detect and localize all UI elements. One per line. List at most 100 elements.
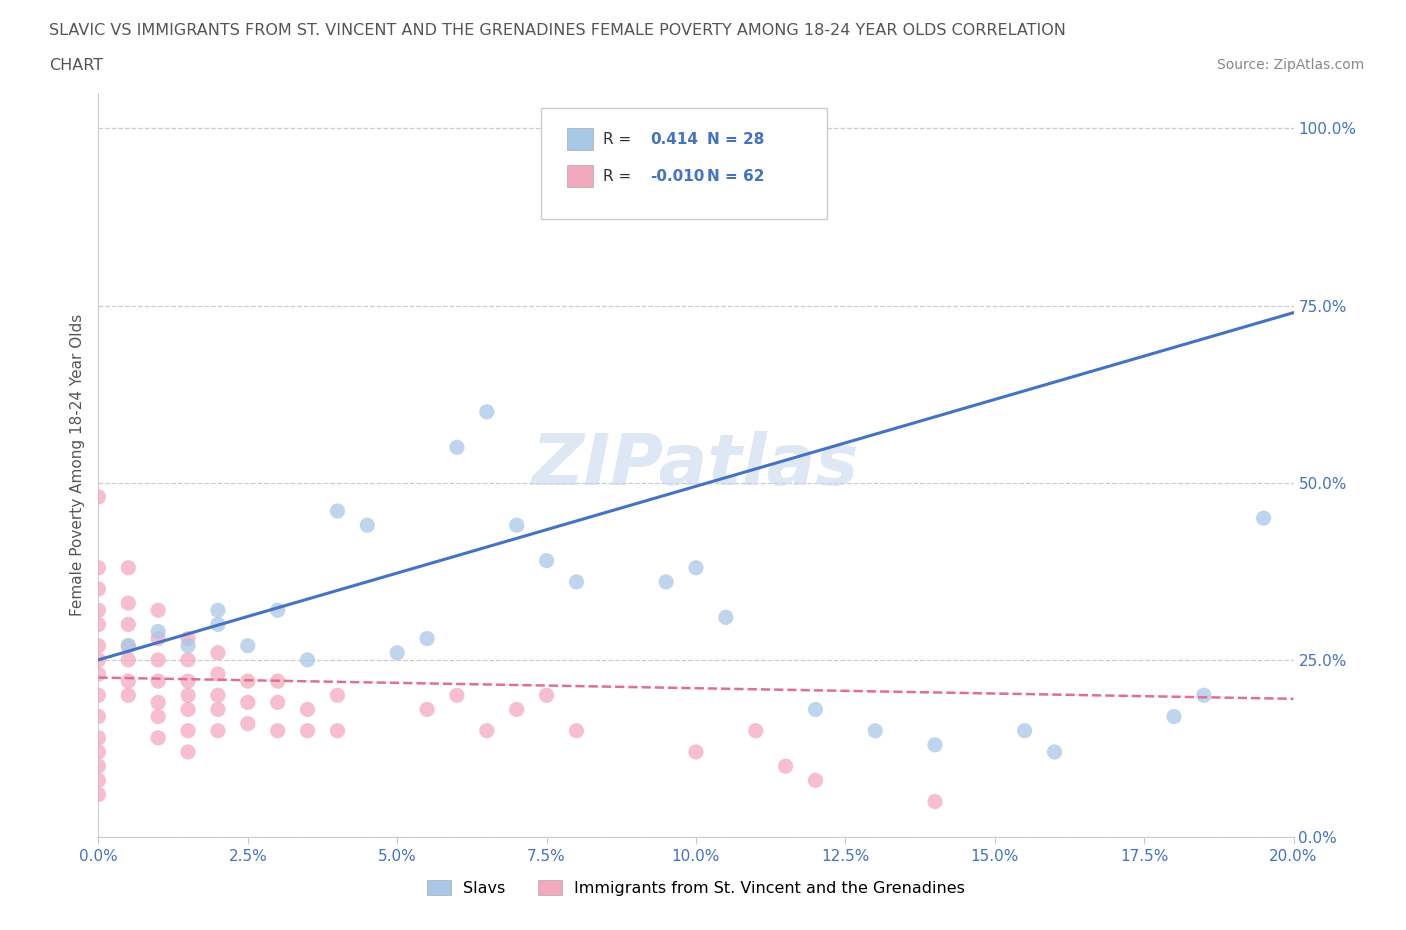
Point: [865, 724, 887, 738]
Point: [565, 575, 588, 590]
Point: [326, 504, 349, 519]
Point: [236, 673, 259, 688]
Point: [87, 603, 110, 618]
Point: [565, 724, 588, 738]
Point: [117, 688, 139, 703]
Point: [148, 709, 170, 724]
Point: [87, 638, 110, 653]
Point: [177, 631, 200, 646]
Point: [207, 688, 229, 703]
Point: [1163, 709, 1185, 724]
FancyBboxPatch shape: [567, 128, 593, 151]
Point: [267, 695, 290, 710]
Point: [416, 702, 439, 717]
Point: [148, 730, 170, 745]
Point: [236, 695, 259, 710]
Point: [87, 688, 110, 703]
Point: [1192, 688, 1215, 703]
Point: [506, 518, 529, 533]
Point: [207, 667, 229, 682]
Point: [177, 673, 200, 688]
Point: [924, 737, 946, 752]
Point: [446, 440, 468, 455]
Point: [416, 631, 439, 646]
Point: [117, 560, 139, 575]
Text: -0.010: -0.010: [651, 169, 704, 184]
Text: Source: ZipAtlas.com: Source: ZipAtlas.com: [1216, 58, 1364, 72]
Point: [714, 610, 737, 625]
Point: [775, 759, 797, 774]
Point: [177, 745, 200, 760]
Text: N = 28: N = 28: [707, 132, 763, 147]
Point: [87, 581, 110, 596]
FancyBboxPatch shape: [541, 108, 827, 219]
Point: [1253, 511, 1275, 525]
Point: [267, 673, 290, 688]
Point: [685, 560, 707, 575]
Text: CHART: CHART: [49, 58, 103, 73]
Point: [148, 673, 170, 688]
Text: N = 62: N = 62: [707, 169, 765, 184]
Text: R =: R =: [603, 132, 636, 147]
Point: [356, 518, 378, 533]
Point: [804, 773, 827, 788]
Point: [207, 645, 229, 660]
Legend: Slavs, Immigrants from St. Vincent and the Grenadines: Slavs, Immigrants from St. Vincent and t…: [426, 881, 966, 896]
Point: [87, 617, 110, 631]
Point: [536, 553, 558, 568]
Point: [87, 773, 110, 788]
Point: [148, 631, 170, 646]
Point: [148, 653, 170, 668]
Point: [475, 405, 498, 419]
Point: [117, 673, 139, 688]
Point: [475, 724, 498, 738]
Point: [924, 794, 946, 809]
Point: [117, 596, 139, 611]
Point: [148, 624, 170, 639]
Point: [267, 724, 290, 738]
Point: [207, 724, 229, 738]
Point: [177, 638, 200, 653]
Point: [87, 709, 110, 724]
Point: [117, 638, 139, 653]
Point: [87, 489, 110, 504]
Point: [177, 702, 200, 717]
Point: [87, 653, 110, 668]
Point: [804, 702, 827, 717]
Point: [536, 688, 558, 703]
Point: [148, 695, 170, 710]
Point: [207, 702, 229, 717]
Point: [117, 638, 139, 653]
Point: [177, 653, 200, 668]
Point: [87, 745, 110, 760]
Point: [297, 702, 319, 717]
Text: R =: R =: [603, 169, 636, 184]
Point: [385, 645, 409, 660]
Point: [1014, 724, 1036, 738]
Point: [177, 724, 200, 738]
Point: [655, 575, 678, 590]
Y-axis label: Female Poverty Among 18-24 Year Olds: Female Poverty Among 18-24 Year Olds: [69, 314, 84, 617]
Point: [446, 688, 468, 703]
FancyBboxPatch shape: [567, 166, 593, 188]
Point: [87, 787, 110, 802]
Point: [297, 653, 319, 668]
Point: [87, 759, 110, 774]
Point: [117, 617, 139, 631]
Point: [117, 653, 139, 668]
Text: ZIPatlas: ZIPatlas: [533, 431, 859, 499]
Point: [236, 638, 259, 653]
Point: [207, 617, 229, 631]
Point: [685, 745, 707, 760]
Point: [148, 603, 170, 618]
Point: [236, 716, 259, 731]
Point: [177, 688, 200, 703]
Point: [207, 603, 229, 618]
Text: 0.414: 0.414: [651, 132, 699, 147]
Point: [297, 724, 319, 738]
Point: [87, 730, 110, 745]
Point: [745, 724, 768, 738]
Point: [326, 688, 349, 703]
Point: [506, 702, 529, 717]
Point: [87, 667, 110, 682]
